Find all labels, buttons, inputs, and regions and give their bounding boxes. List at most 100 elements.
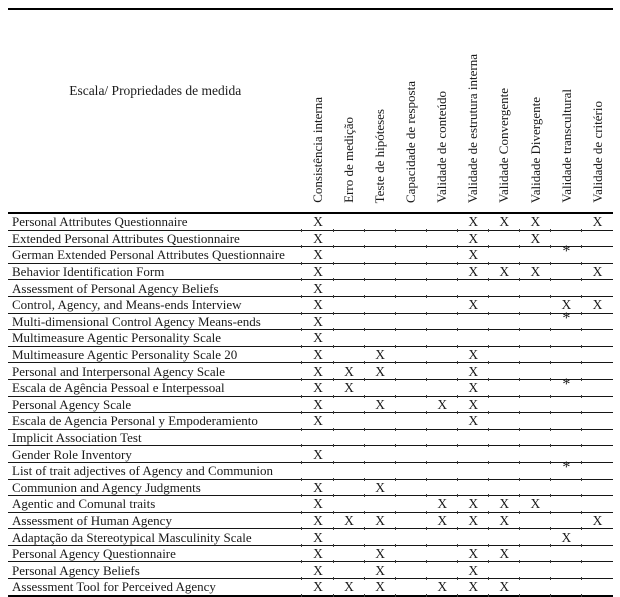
empty-cell (487, 329, 520, 347)
row-label: Extended Personal Attributes Questionnai… (8, 230, 303, 248)
empty-cell (549, 445, 582, 463)
empty-cell (518, 279, 551, 298)
column-header-10: Validade de critério (581, 9, 613, 214)
table-row: Personal Agency Scale X X X X (8, 396, 613, 414)
empty-cell (332, 495, 365, 513)
empty-cell (363, 329, 396, 347)
empty-cell (580, 379, 613, 397)
empty-cell (394, 362, 427, 381)
column-header-label: Validade de conteúdo (434, 91, 450, 203)
empty-cell (518, 445, 551, 463)
empty-cell (518, 296, 551, 314)
column-header-2: Erro de medição (333, 9, 365, 214)
mark-cell: X (518, 263, 551, 281)
row-label: Control, Agency, and Means-ends Intervie… (8, 296, 303, 314)
mark-cell: X (487, 263, 520, 281)
column-header-6: Validade de estrutura interna (457, 9, 489, 214)
empty-cell (363, 246, 396, 264)
mark-cell: X (425, 495, 458, 513)
mark-cell: X (425, 512, 458, 530)
empty-cell (518, 545, 551, 563)
row-label: Personal Agency Questionnaire (8, 545, 303, 563)
mark-cell: X (425, 578, 458, 597)
row-label: Multimeasure Agentic Personality Scale (8, 329, 303, 347)
empty-cell (332, 545, 365, 563)
empty-cell (518, 362, 551, 381)
table-head: Escala/ Propriedades de medida Consistên… (8, 9, 613, 214)
empty-cell (549, 213, 582, 231)
empty-cell (518, 479, 551, 497)
measurement-properties-table: Escala/ Propriedades de medida Consistên… (8, 8, 613, 597)
empty-cell (549, 479, 582, 497)
empty-cell (456, 445, 489, 463)
empty-cell (394, 329, 427, 347)
empty-cell (580, 462, 613, 480)
mark-cell: X (332, 578, 365, 597)
mark-cell: X (456, 379, 489, 397)
empty-cell (580, 479, 613, 497)
table-row: Personal Attributes Questionnaire X X X X X (8, 213, 613, 231)
empty-cell (487, 412, 520, 430)
corner-header: Escala/ Propriedades de medida (8, 9, 303, 214)
table-row: Personal Agency Beliefs X X X (8, 561, 613, 580)
empty-cell (487, 445, 520, 463)
empty-cell (425, 263, 458, 281)
empty-cell (332, 429, 365, 447)
empty-cell (456, 479, 489, 497)
row-label: Personal Attributes Questionnaire (8, 213, 303, 231)
empty-cell (549, 429, 582, 447)
empty-cell (394, 230, 427, 248)
row-label: Assessment of Personal Agency Beliefs (8, 279, 303, 297)
empty-cell (363, 213, 396, 231)
empty-cell (363, 528, 396, 546)
empty-cell (549, 279, 582, 298)
column-header-label: Erro de medição (341, 117, 357, 203)
table-row: Multimeasure Agentic Personality Scale X (8, 329, 613, 347)
empty-cell (394, 479, 427, 497)
empty-cell (363, 279, 396, 298)
column-header-label: Validade de critério (589, 101, 605, 203)
mark-cell: X (456, 495, 489, 513)
mark-cell: X (301, 362, 334, 381)
empty-cell (580, 429, 613, 447)
mark-cell: X (301, 479, 334, 497)
empty-cell (580, 578, 613, 597)
mark-cell: X (332, 379, 365, 397)
empty-cell (394, 445, 427, 463)
empty-cell (518, 379, 551, 397)
empty-cell (332, 279, 365, 298)
mark-cell: X (518, 495, 551, 513)
mark-cell: X (456, 396, 489, 414)
row-label: Personal and Interpersonal Agency Scale (8, 362, 303, 380)
column-header-label: Validade Divergente (527, 96, 543, 203)
mark-cell: X (487, 545, 520, 563)
row-label: Assessment Tool for Perceived Agency (8, 578, 303, 597)
table-row: Implicit Association Test (8, 429, 613, 447)
empty-cell (456, 329, 489, 347)
header-row: Escala/ Propriedades de medida Consistên… (8, 9, 613, 214)
mark-cell: X (363, 545, 396, 563)
empty-cell (580, 313, 613, 331)
mark-cell: X (456, 561, 489, 580)
mark-cell: X (301, 213, 334, 231)
empty-cell (394, 346, 427, 364)
empty-cell (332, 412, 365, 430)
mark-cell: X (363, 561, 396, 580)
mark-cell: X (456, 512, 489, 530)
table-row: Gender Role Inventory X (8, 445, 613, 463)
empty-cell (332, 479, 365, 497)
empty-cell (425, 379, 458, 397)
empty-cell (332, 462, 365, 480)
empty-cell (425, 561, 458, 580)
table-row: Adaptação da Stereotypical Masculinity S… (8, 528, 613, 546)
footnote-mark-cell: * (549, 377, 582, 397)
mark-cell: X (456, 263, 489, 281)
footnote-mark-cell: * (549, 244, 582, 264)
mark-cell: X (301, 246, 334, 264)
row-label: Implicit Association Test (8, 429, 303, 447)
empty-cell (487, 396, 520, 414)
empty-cell (580, 412, 613, 430)
mark-cell: X (549, 528, 582, 546)
empty-cell (425, 479, 458, 497)
mark-cell: X (301, 279, 334, 298)
